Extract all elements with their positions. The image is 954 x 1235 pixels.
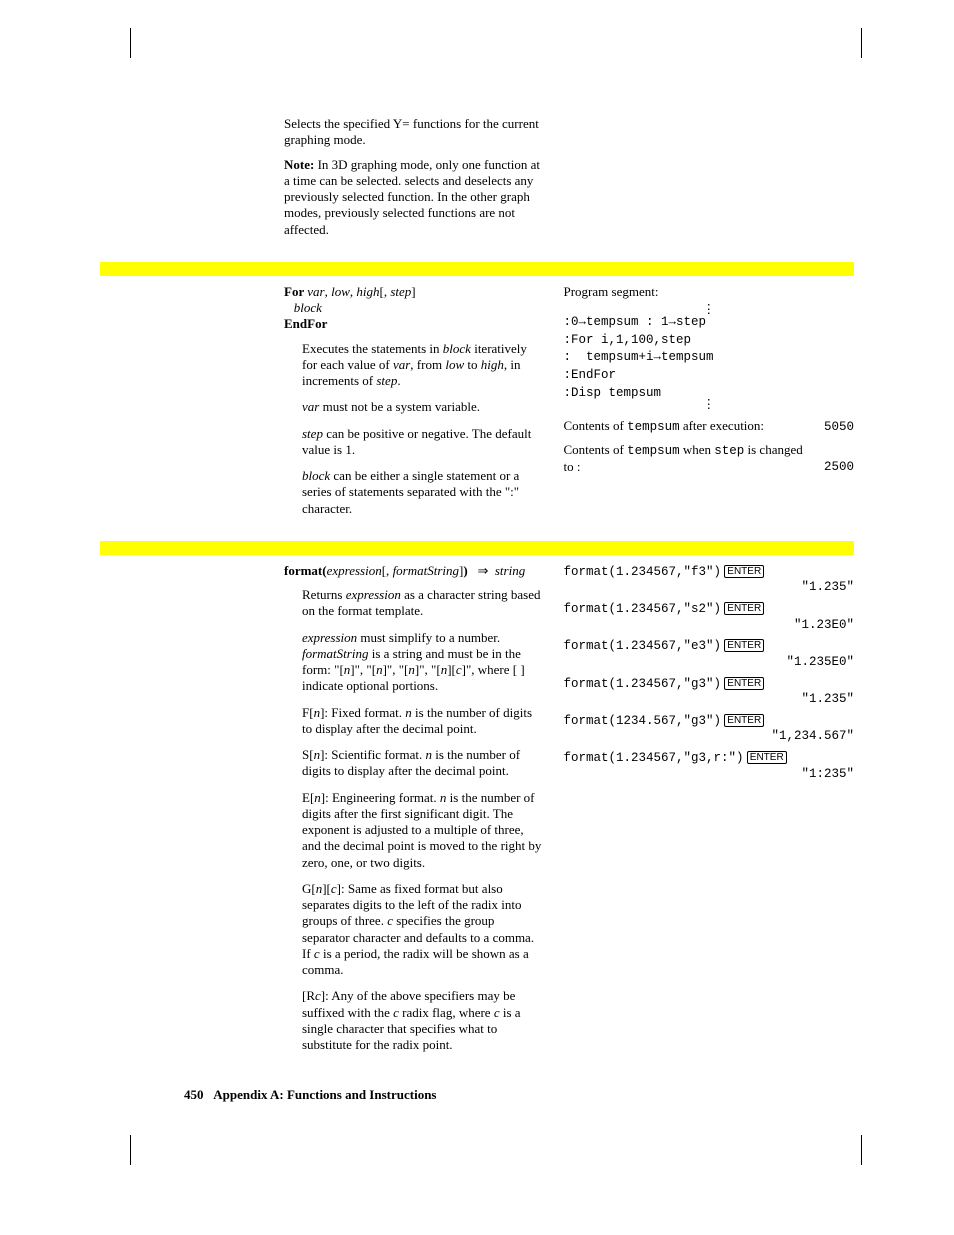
footer-text: Appendix A: Functions and Instructions — [213, 1087, 436, 1102]
format-p1: Returns expression as a character string… — [302, 587, 544, 620]
format-ex1: format(1.234567,"f3") ENTER "1.235" — [564, 563, 855, 596]
format-p2: expression must simplify to a number. fo… — [302, 630, 544, 695]
crop-mark-icon — [849, 1135, 862, 1165]
enter-key-icon: ENTER — [724, 677, 764, 690]
page-number: 450 — [184, 1087, 204, 1102]
for-result-2: Contents of tempsum when step is changed… — [564, 442, 855, 476]
enter-key-icon: ENTER — [724, 602, 764, 615]
format-ex4: format(1.234567,"g3") ENTER "1.235" — [564, 675, 855, 708]
enter-key-icon: ENTER — [724, 639, 764, 652]
format-p5: E[n]: Engineering format. n is the numbe… — [302, 790, 544, 871]
format-ex3: format(1.234567,"e3") ENTER "1.235E0" — [564, 637, 855, 670]
for-syntax: For var, low, high[, step] block EndFor — [284, 284, 544, 333]
format-p4: S[n]: Scientific format. n is the number… — [302, 747, 544, 780]
for-code-block: ⋮ :0→tempsum : 1→step :For i,1,100,step … — [564, 308, 855, 408]
page-footer: 450 Appendix A: Functions and Instructio… — [184, 1087, 436, 1103]
crop-mark-icon — [130, 1135, 143, 1165]
crop-mark-icon — [130, 28, 143, 58]
note-label: Note: — [284, 157, 314, 172]
format-ex6: format(1.234567,"g3,r:") ENTER "1:235" — [564, 749, 855, 782]
for-row: For var, low, high[, step] block EndFor … — [184, 284, 854, 527]
content-area: Selects the specified Y= functions for t… — [184, 116, 854, 1063]
format-row: format(expression[, formatString]) ⇒ str… — [184, 563, 854, 1064]
fnon-note: Note: In 3D graphing mode, only one func… — [284, 157, 544, 238]
format-section-bar — [100, 541, 854, 555]
format-p6: G[n][c]: Same as fixed format but also s… — [302, 881, 544, 979]
fnon-row: Selects the specified Y= functions for t… — [184, 116, 854, 246]
for-p3: step can be positive or negative. The de… — [302, 426, 544, 459]
format-p3: F[n]: Fixed format. n is the number of d… — [302, 705, 544, 738]
for-p4: block can be either a single statement o… — [302, 468, 544, 517]
endfor-kw: EndFor — [284, 316, 327, 331]
enter-key-icon: ENTER — [724, 714, 764, 727]
for-result-1: Contents of tempsum after execution: 505… — [564, 418, 855, 436]
enter-key-icon: ENTER — [747, 751, 787, 764]
fnon-desc-1: Selects the specified Y= functions for t… — [284, 116, 544, 149]
for-p1: Executes the statements in block iterati… — [302, 341, 544, 390]
format-ex2: format(1.234567,"s2") ENTER "1.23E0" — [564, 600, 855, 633]
crop-mark-icon — [849, 28, 862, 58]
for-p2: var must not be a system variable. — [302, 399, 544, 415]
enter-key-icon: ENTER — [724, 565, 764, 578]
page: Selects the specified Y= functions for t… — [0, 0, 954, 1235]
format-ex5: format(1234.567,"g3") ENTER "1,234.567" — [564, 712, 855, 745]
note-body2a: selects — [405, 173, 443, 188]
format-p7: [Rc]: Any of the above specifiers may be… — [302, 988, 544, 1053]
for-section-bar — [100, 262, 854, 276]
for-kw: For — [284, 284, 307, 299]
for-right-title: Program segment: — [564, 284, 855, 300]
format-syntax: format(expression[, formatString]) ⇒ str… — [284, 563, 544, 579]
